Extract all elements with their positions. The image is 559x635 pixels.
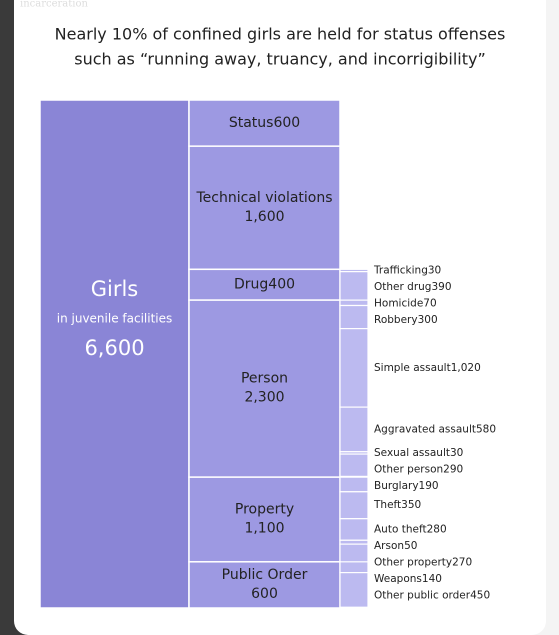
subcategory-label: Other drug390 xyxy=(374,281,452,293)
subcategory-name: Burglary xyxy=(374,480,419,492)
subcategory-label: Robbery300 xyxy=(374,314,438,326)
category-value: 600 xyxy=(273,115,300,131)
subcategory-value: 450 xyxy=(470,589,490,601)
subcategory-block xyxy=(339,476,369,493)
subcategory-value: 290 xyxy=(443,463,463,475)
category-name: Property xyxy=(235,501,294,517)
category-value: 600 xyxy=(251,586,278,602)
subcategory-label: Theft350 xyxy=(373,499,421,511)
subcategory-name: Other person xyxy=(374,463,443,475)
subcategory-block xyxy=(339,491,369,520)
subcategory-label: Simple assault1,020 xyxy=(374,362,481,374)
subcategory-value: 50 xyxy=(404,540,417,552)
subcategory-label: Sexual assault30 xyxy=(374,447,463,459)
subcategory-value: 300 xyxy=(418,314,438,326)
subcategory-value: 1,020 xyxy=(451,362,481,374)
category-block xyxy=(188,476,341,563)
category-label: Status600 xyxy=(229,115,300,131)
category-value: 1,600 xyxy=(244,209,284,225)
category-name: Technical violations xyxy=(195,190,332,206)
subcategory-block xyxy=(339,518,369,541)
subcategory-name: Homicide xyxy=(374,297,423,309)
subcategory-label: Aggravated assault580 xyxy=(374,423,496,435)
subcategory-name: Other drug xyxy=(374,281,431,293)
subcategory-value: 280 xyxy=(427,523,447,535)
category-label: Property 1,100 xyxy=(235,501,294,536)
subcategory-label: Other property270 xyxy=(374,556,472,568)
subcategory-name: Simple assault xyxy=(374,362,451,374)
subcategory-block xyxy=(339,304,369,330)
subcategory-label: Arson50 xyxy=(374,540,417,552)
subcategory-name: Trafficking xyxy=(373,264,428,276)
subcategory-value: 390 xyxy=(431,281,451,293)
subcategory-label: Other public order450 xyxy=(374,589,490,601)
category-block xyxy=(188,99,341,147)
subcategory-block xyxy=(339,453,369,477)
category-value: 2,300 xyxy=(244,390,284,406)
category-name: Public Order xyxy=(222,567,308,583)
category-block xyxy=(188,561,341,609)
category-label: Public Order 600 xyxy=(222,567,308,602)
chart-subtitle: such as “running away, truancy, and inco… xyxy=(74,50,485,69)
total-value: 6,600 xyxy=(84,336,144,360)
subcategory-block xyxy=(339,328,369,408)
total-block xyxy=(39,99,190,609)
category-label: Drug400 xyxy=(234,277,295,293)
subcategory-name: Weapons xyxy=(374,573,422,585)
subcategory-label: Weapons140 xyxy=(374,573,442,585)
subcategory-value: 140 xyxy=(422,573,442,585)
category-value: 1,100 xyxy=(244,520,284,536)
subcategory-value: 30 xyxy=(428,264,441,276)
category-label: Technical violations 1,600 xyxy=(195,190,332,225)
subcategory-value: 580 xyxy=(476,423,496,435)
chart-title: Nearly 10% of confined girls are held fo… xyxy=(55,25,506,44)
subcategory-name: Other property xyxy=(374,556,452,568)
subcategory-name: Other public order xyxy=(374,589,471,601)
subcategory-label: Other person290 xyxy=(374,463,463,475)
category-name: Person xyxy=(241,371,288,387)
subcategory-label: Trafficking30 xyxy=(373,264,441,276)
subcategory-block xyxy=(339,571,369,608)
subcategory-label: Burglary190 xyxy=(374,480,439,492)
subcategory-value: 70 xyxy=(423,297,436,309)
subcategory-value: 190 xyxy=(419,480,439,492)
total-name: Girls xyxy=(91,277,139,301)
subcategory-block xyxy=(339,561,369,574)
subcategory-block xyxy=(339,299,369,307)
subcategory-label: Auto theft280 xyxy=(374,523,447,535)
subcategory-value: 270 xyxy=(452,556,472,568)
subcategory-name: Arson xyxy=(374,540,404,552)
subcategory-name: Sexual assault xyxy=(374,447,450,459)
subcategory-value: 30 xyxy=(450,447,463,459)
category-name: Status xyxy=(229,115,274,131)
subcategory-name: Theft xyxy=(373,499,401,511)
category-value: 400 xyxy=(268,277,295,293)
category-name: Drug xyxy=(234,277,268,293)
category-block xyxy=(188,145,341,271)
subcategory-label: Homicide70 xyxy=(374,297,437,309)
subcategory-block xyxy=(339,271,369,303)
subcategory-name: Aggravated assault xyxy=(374,423,476,435)
subcategory-name: Auto theft xyxy=(374,523,427,535)
subcategory-name: Robbery xyxy=(374,314,418,326)
subcategory-block xyxy=(339,406,369,453)
category-label: Person 2,300 xyxy=(241,371,288,406)
subcategory-value: 350 xyxy=(401,499,421,511)
total-sublabel: in juvenile facilities xyxy=(57,312,173,326)
category-block xyxy=(188,299,341,478)
background-text: incarceration xyxy=(20,0,88,10)
